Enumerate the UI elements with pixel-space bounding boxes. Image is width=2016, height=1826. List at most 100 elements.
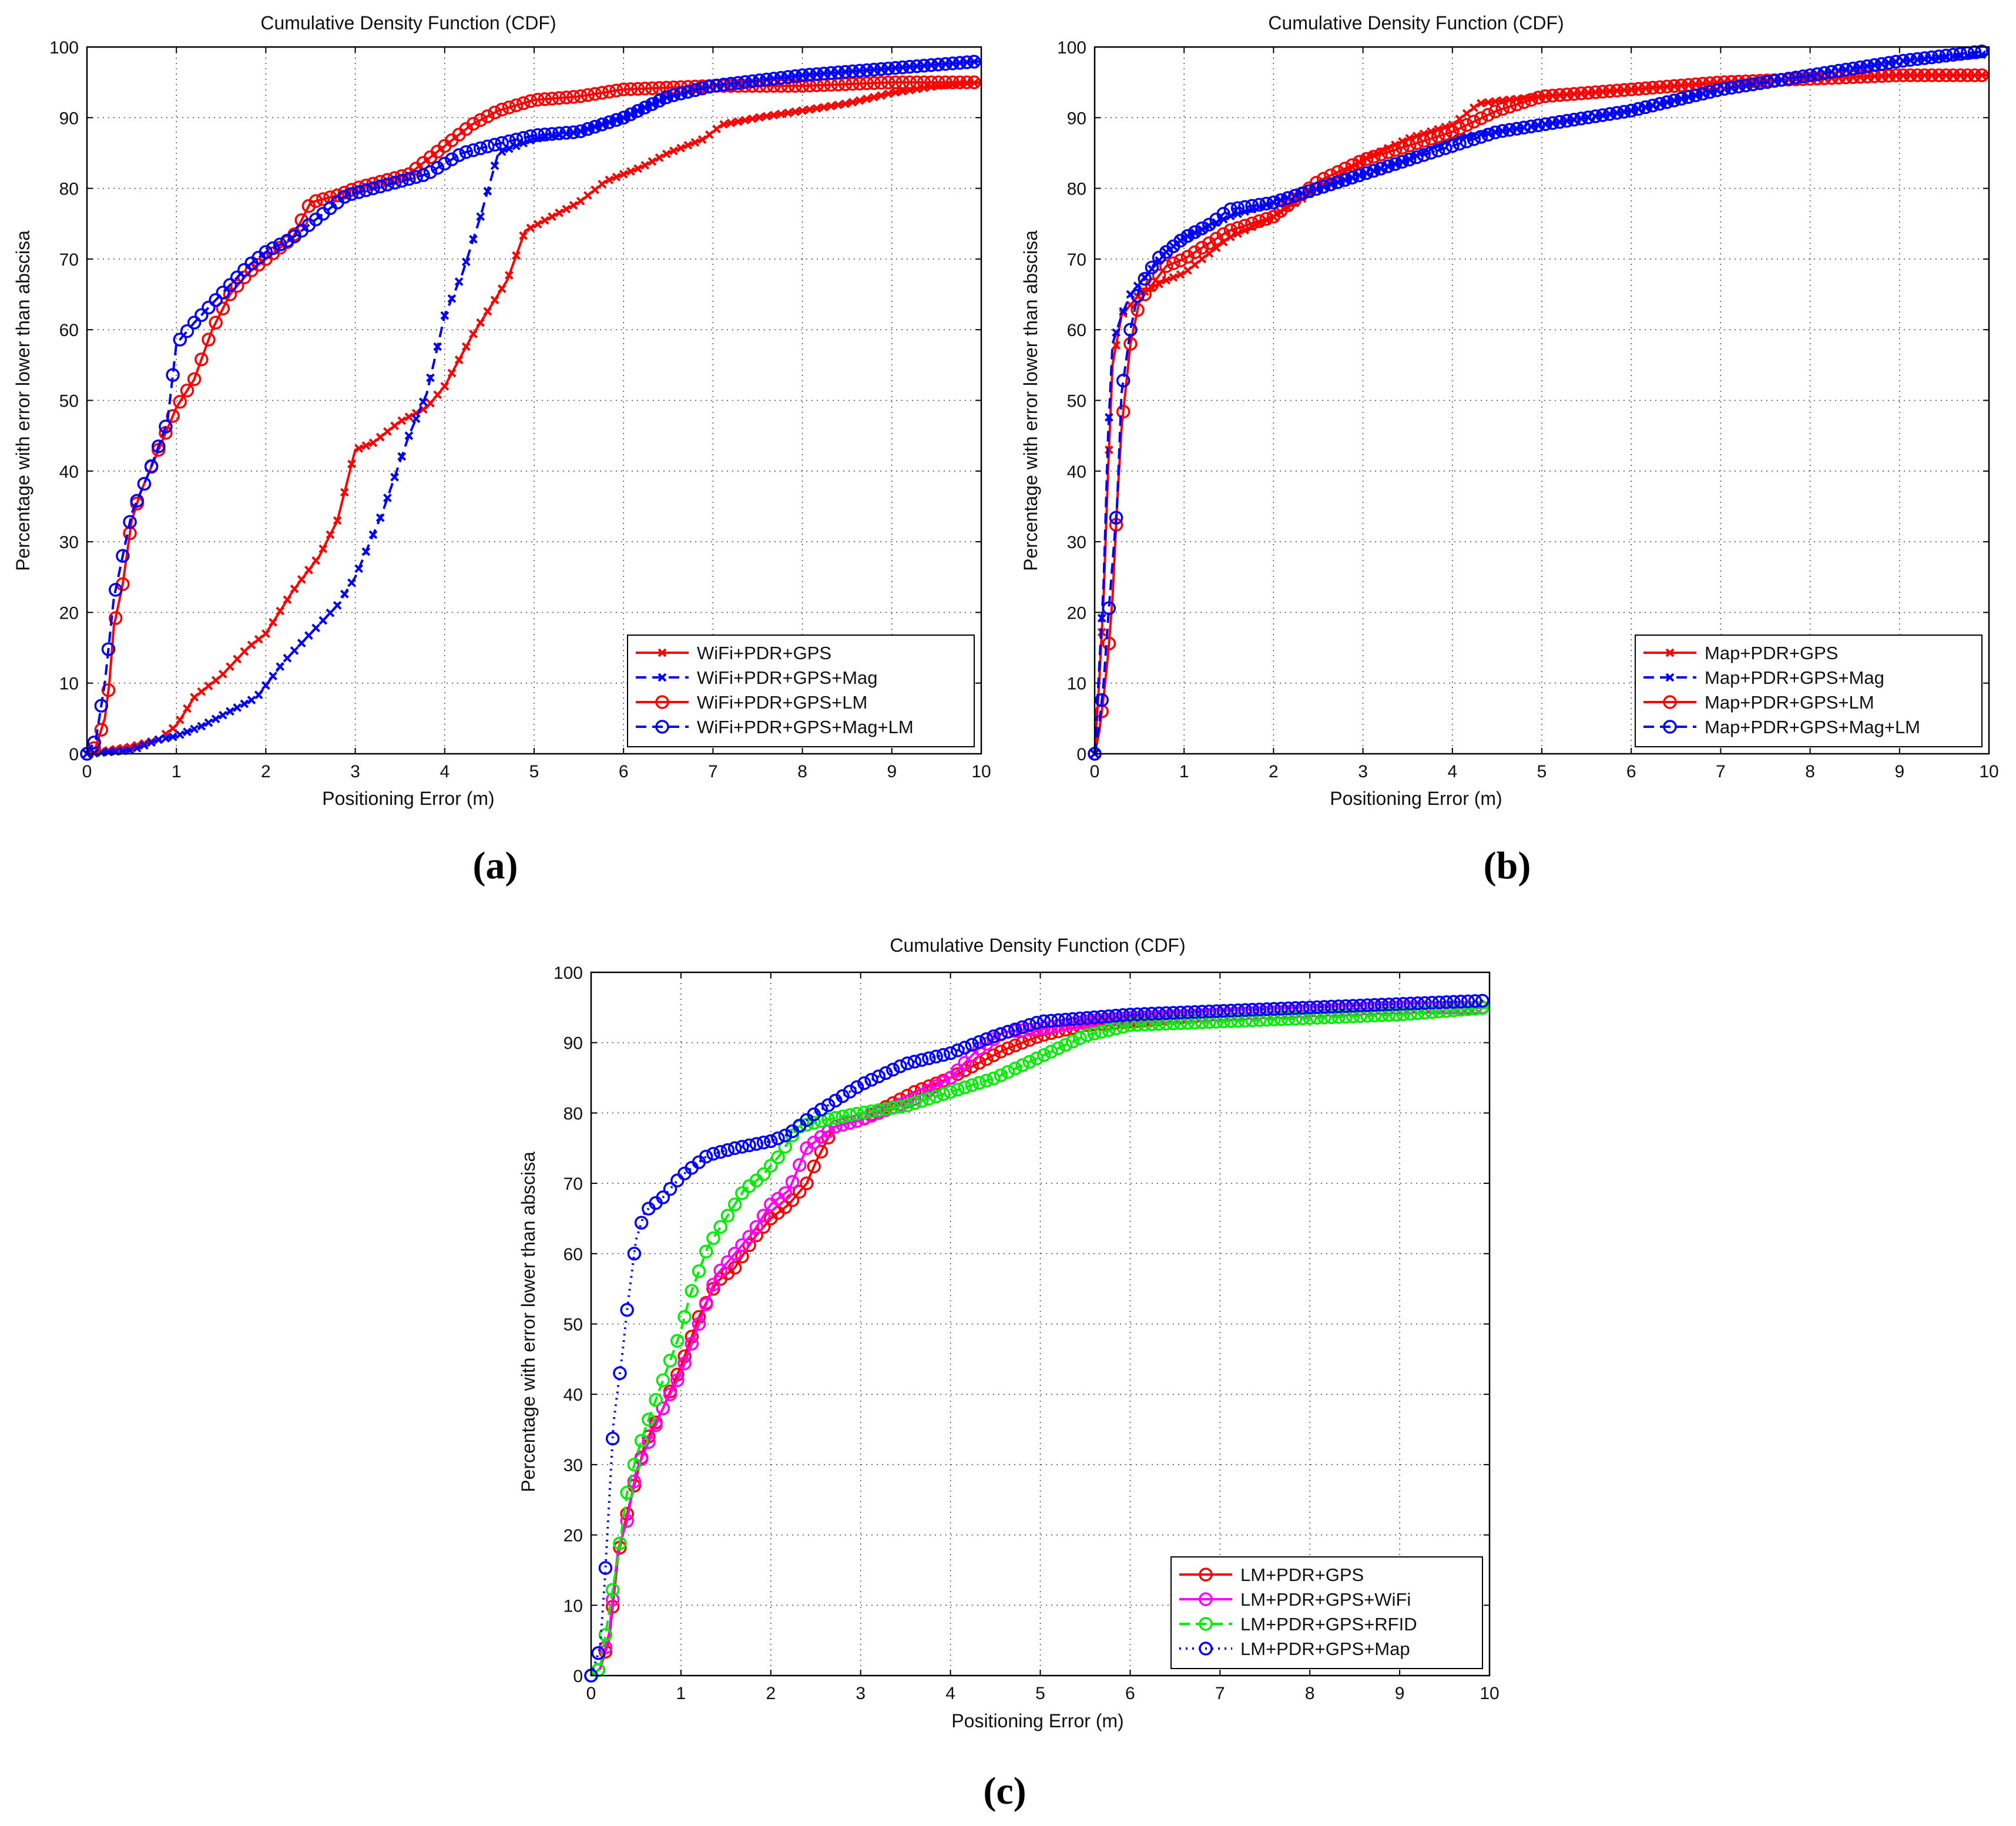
data-point (1674, 78, 1689, 93)
data-point (1796, 69, 1810, 83)
data-point (318, 544, 328, 553)
data-point (893, 1100, 907, 1114)
x-tick-label: 7 (1716, 762, 1726, 781)
data-point (1324, 168, 1338, 183)
data-point (634, 1216, 649, 1230)
data-point (1817, 66, 1831, 80)
chart-title-b: Cumulative Density Function (CDF) (1268, 12, 1564, 33)
data-point (1101, 1023, 1116, 1038)
legend-entry: WiFi+PDR+GPS+LM (697, 692, 867, 713)
data-point (602, 115, 616, 129)
data-point (394, 174, 409, 188)
data-point (740, 116, 750, 125)
data-point (1245, 1013, 1260, 1028)
data-point (1853, 70, 1867, 84)
data-point (1510, 122, 1524, 136)
data-point (218, 670, 227, 679)
data-point (469, 330, 478, 338)
data-point (1495, 124, 1510, 138)
data-point (828, 1119, 843, 1134)
data-point (1775, 73, 1789, 87)
data-point (900, 1098, 914, 1113)
data-point (695, 81, 709, 96)
data-point (1109, 1021, 1123, 1036)
data-point (1195, 1005, 1209, 1019)
data-point (778, 1186, 793, 1200)
x-tick-label: 4 (1447, 762, 1457, 781)
data-point (233, 703, 242, 712)
data-point (938, 75, 952, 89)
x-tick-label: 2 (766, 1684, 776, 1703)
legend-marker (1199, 1642, 1213, 1656)
data-point (1288, 1012, 1303, 1026)
data-point (1581, 110, 1595, 125)
data-point (473, 113, 488, 127)
data-point (197, 721, 206, 731)
data-point (1116, 404, 1131, 419)
x-tick-label: 7 (1215, 1684, 1225, 1703)
data-point (180, 324, 194, 338)
data-point (1252, 197, 1266, 212)
data-point (1152, 1017, 1166, 1031)
data-point (706, 1147, 720, 1161)
x-tick-label: 2 (261, 762, 271, 781)
data-point (430, 160, 445, 175)
data-point (1645, 98, 1660, 113)
data-point (202, 300, 216, 315)
data-point (727, 1197, 742, 1211)
y-axis-label-a: Percentage with error lower than abscisa (12, 230, 33, 571)
data-point (591, 185, 599, 194)
data-point (326, 608, 335, 617)
data-point (1202, 236, 1216, 250)
data-point (1295, 186, 1309, 201)
data-point (951, 1063, 965, 1078)
data-point (719, 120, 729, 129)
data-point (1044, 1045, 1058, 1059)
data-point (659, 80, 674, 95)
data-point (663, 1181, 677, 1196)
data-point (581, 88, 595, 102)
data-point (416, 168, 431, 182)
data-point (1531, 118, 1545, 133)
data-point (283, 595, 292, 605)
data-point (190, 693, 199, 702)
data-point (1475, 1001, 1490, 1015)
data-point (166, 368, 180, 382)
data-point (1660, 95, 1674, 109)
data-point (755, 113, 764, 122)
data-point (1331, 175, 1345, 189)
data-point (209, 315, 223, 330)
data-point (960, 75, 974, 89)
data-point (344, 183, 359, 197)
data-point (828, 1111, 843, 1125)
data-point (1595, 85, 1610, 99)
data-point (645, 81, 659, 96)
data-point (1839, 62, 1853, 77)
data-point (361, 547, 371, 556)
data-point (850, 1106, 864, 1121)
y-axis-label-c: Percentage with error lower than abscisa (518, 1152, 539, 1492)
data-point (1418, 1005, 1432, 1020)
data-point (469, 234, 478, 244)
data-point (620, 1303, 634, 1317)
data-point (720, 1255, 735, 1269)
data-point (673, 80, 688, 95)
data-point (1274, 1002, 1289, 1016)
data-point (1104, 412, 1113, 422)
data-point (738, 79, 752, 93)
grid-a (87, 47, 981, 754)
data-point (1338, 173, 1352, 187)
data-point (922, 1051, 936, 1066)
data-point (183, 704, 192, 713)
data-point (1346, 999, 1360, 1013)
data-point (720, 1143, 735, 1157)
data-point (168, 732, 177, 741)
chart-title-c: Cumulative Density Function (CDF) (890, 935, 1185, 956)
y-tick-label: 0 (1076, 745, 1086, 764)
data-point (605, 1431, 620, 1446)
data-point (1924, 50, 1939, 65)
data-point (1223, 223, 1238, 237)
data-point (454, 277, 464, 286)
legend-marker (1199, 1567, 1213, 1582)
data-point (168, 724, 177, 733)
